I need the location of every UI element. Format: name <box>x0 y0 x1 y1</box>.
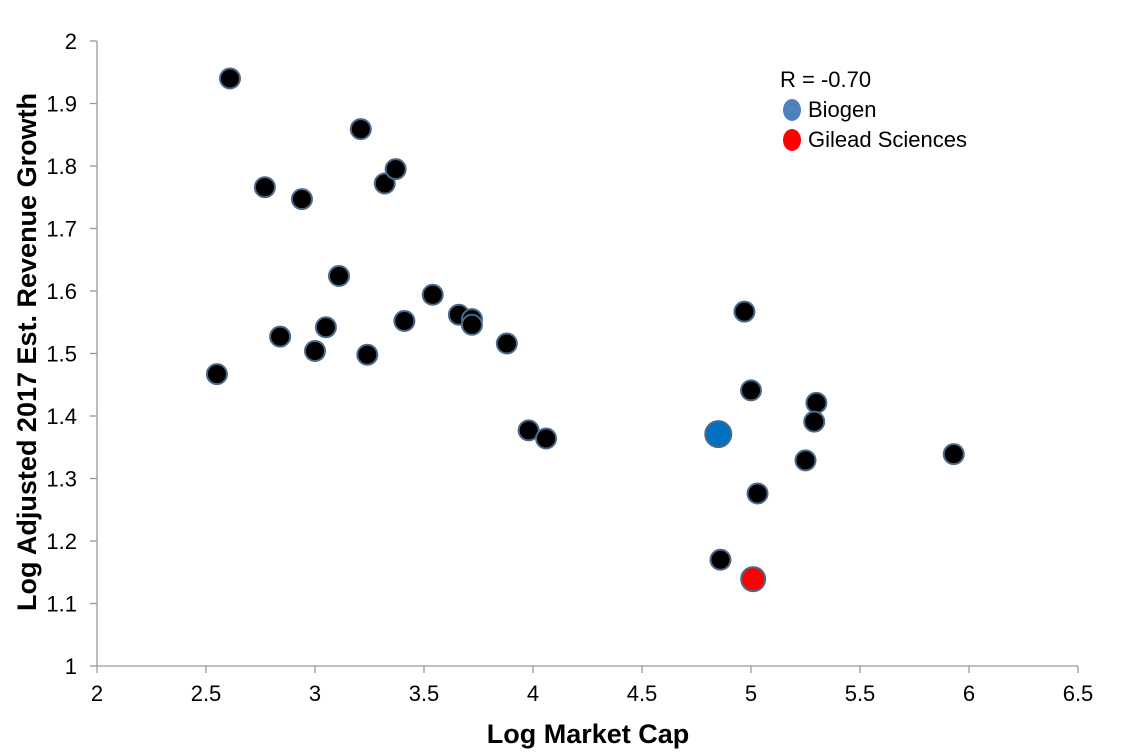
x-tick-label: 5.5 <box>845 681 876 706</box>
data-point <box>805 391 828 414</box>
data-point <box>803 410 826 433</box>
x-tick-label: 4.5 <box>627 681 658 706</box>
data-point <box>373 172 396 195</box>
y-tick-label: 1.1 <box>46 592 77 617</box>
data-point <box>740 379 762 402</box>
legend-label-biogen: Biogen <box>808 97 877 122</box>
data-point <box>495 332 518 355</box>
data-point <box>269 325 292 348</box>
x-tick-label: 3.5 <box>409 681 440 706</box>
data-points <box>205 67 965 593</box>
legend: R = -0.70 Biogen Gilead Sciences <box>780 67 967 152</box>
data-point-gilead <box>740 566 767 593</box>
data-point <box>794 449 817 472</box>
data-point <box>314 316 337 339</box>
y-axis-title: Log Adjusted 2017 Est. Revenue Growth <box>12 93 42 611</box>
x-tick-label: 5 <box>745 681 757 706</box>
legend-label-gilead: Gilead Sciences <box>808 127 967 152</box>
y-tick-label: 1.7 <box>46 217 77 242</box>
data-point <box>349 118 372 141</box>
data-point <box>290 188 313 211</box>
x-tick-label: 6.5 <box>1063 681 1094 706</box>
y-axis-ticks: 1 1.1 1.2 1.3 1.4 1.5 1.6 1.7 1.8 1.9 2 <box>46 29 97 679</box>
y-tick-label: 1.2 <box>46 529 77 554</box>
x-tick-label: 4 <box>527 681 539 706</box>
data-point <box>218 67 241 90</box>
data-point <box>384 158 407 181</box>
y-tick-label: 1 <box>65 654 77 679</box>
data-point <box>393 310 416 332</box>
x-tick-label: 2.5 <box>191 681 222 706</box>
data-point <box>460 313 483 336</box>
plot-area: 2 2.5 3 3.5 4 4.5 5 5.5 6 6.5 1 1.1 1.2 1.3 1.4 1.5 1.6… <box>46 29 1093 706</box>
data-point <box>746 482 769 505</box>
legend-marker-gilead <box>783 129 801 151</box>
data-point <box>205 363 228 386</box>
data-point <box>421 283 444 306</box>
data-point <box>942 443 965 466</box>
x-tick-label: 2 <box>91 681 103 706</box>
x-axis-title: Log Market Cap <box>487 719 690 749</box>
legend-marker-biogen <box>783 99 801 121</box>
y-tick-label: 1.4 <box>46 404 77 429</box>
data-point <box>356 343 379 366</box>
data-point <box>517 419 540 442</box>
y-tick-label: 1.8 <box>46 154 77 179</box>
data-point <box>733 300 756 323</box>
y-tick-label: 1.3 <box>46 467 77 492</box>
y-tick-label: 1.5 <box>46 342 77 367</box>
correlation-annotation: R = -0.70 <box>780 67 871 92</box>
data-point <box>327 265 350 287</box>
data-point <box>304 340 326 362</box>
x-tick-label: 6 <box>963 681 975 706</box>
y-tick-label: 1.6 <box>46 279 77 304</box>
data-point <box>709 548 732 571</box>
x-axis-ticks: 2 2.5 3 3.5 4 4.5 5 5.5 6 6.5 <box>91 666 1093 706</box>
data-point-biogen <box>704 420 733 449</box>
y-tick-label: 1.9 <box>46 92 77 117</box>
x-tick-label: 3 <box>309 681 321 706</box>
y-tick-label: 2 <box>65 29 77 54</box>
data-point <box>253 176 276 199</box>
data-point <box>535 427 558 450</box>
